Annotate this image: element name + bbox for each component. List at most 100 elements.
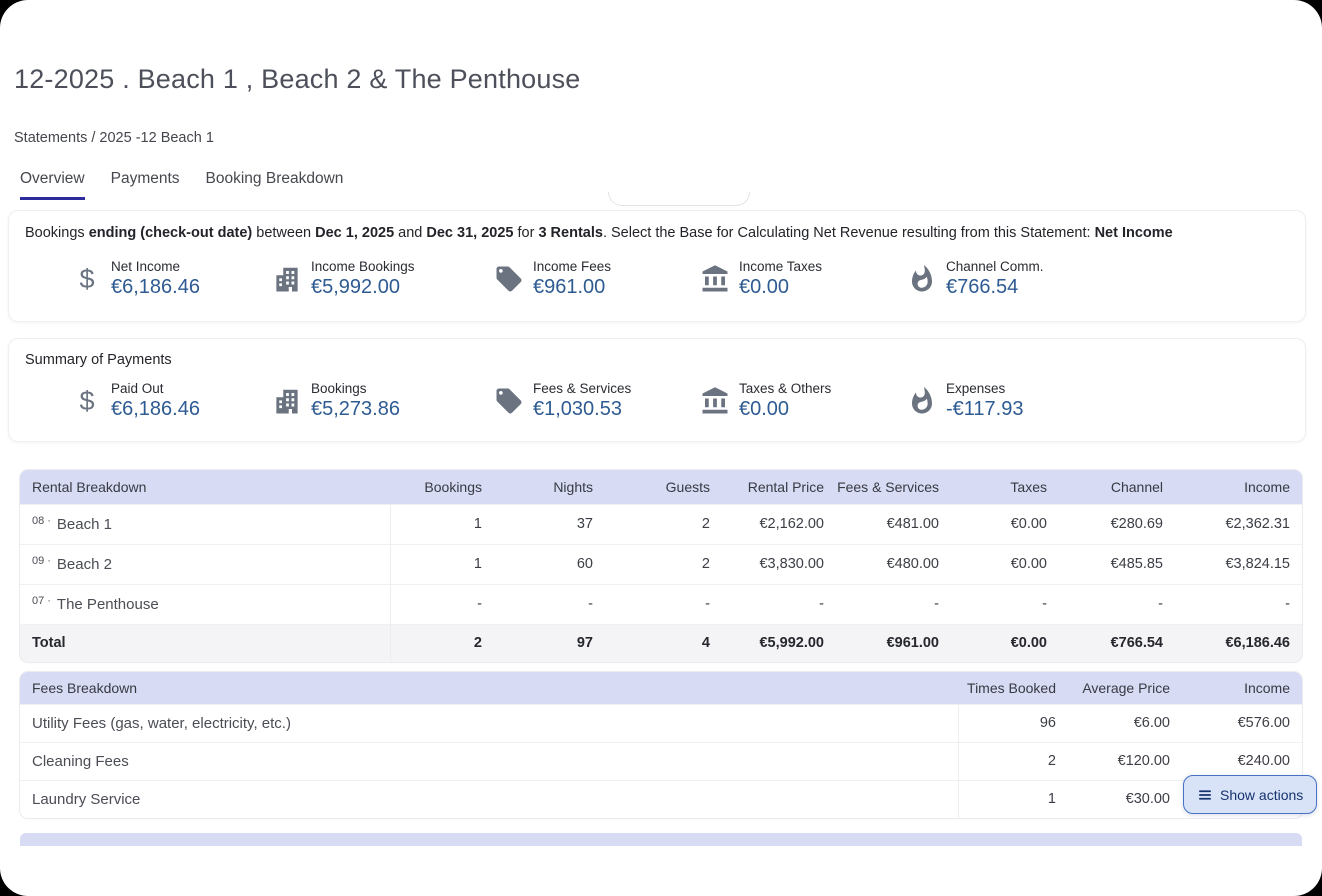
metric-net-income: $ Net Income €6,186.46	[71, 259, 271, 299]
cell: 96	[958, 703, 1068, 742]
payments-summary-metrics: $ Paid Out €6,186.46 Bookings €5,273.86 Fe…	[71, 381, 1295, 421]
payments-summary-card: Summary of Payments $ Paid Out €6,186.46 …	[8, 338, 1306, 442]
show-actions-label: Show actions	[1220, 786, 1304, 803]
rental-name-cell: 09 · Beach 2	[20, 543, 391, 584]
fee-name-cell: Cleaning Fees	[20, 741, 959, 780]
cell: -	[494, 583, 605, 624]
tab-overview[interactable]: Overview	[20, 170, 85, 200]
tab-payments[interactable]: Payments	[110, 170, 180, 187]
cell: 1	[390, 543, 494, 584]
metric-taxes-others: Taxes & Others €0.00	[699, 381, 906, 421]
table-row-beach-2[interactable]: 09 · Beach 2 1 60 2 €3,830.00 €480.00 €0.0…	[20, 543, 1302, 584]
cell: 1	[390, 503, 494, 544]
column-header-average-price: Average Price	[1068, 672, 1182, 704]
table-row-the-penthouse[interactable]: 07 · The Penthouse - - - - - - - -	[20, 583, 1302, 624]
metric-value: €5,992.00	[311, 276, 400, 298]
cell: 1	[958, 779, 1068, 818]
payments-summary-title: Summary of Payments	[25, 352, 172, 368]
metric-income-taxes: Income Taxes €0.00	[699, 259, 906, 299]
cell: €3,824.15	[1175, 543, 1302, 584]
metric-value: €766.54	[946, 276, 1019, 298]
rental-name-cell: 07 · The Penthouse	[20, 583, 391, 624]
sentence-part: Dec 31, 2025	[426, 225, 514, 241]
sentence-part: Net Income	[1094, 225, 1173, 241]
column-header-fees-breakdown: Fees Breakdown	[20, 672, 958, 704]
metric-fees-services: Fees & Services €1,030.53	[493, 381, 699, 421]
cell: 2	[958, 741, 1068, 780]
cell: -	[951, 583, 1059, 624]
cell: €480.00	[836, 543, 951, 584]
table-row-total: Total 2 97 4 €5,992.00 €961.00 €0.00 €76…	[20, 623, 1302, 662]
metric-value: €6,186.46	[111, 398, 200, 420]
breadcrumb[interactable]: Statements / 2025 -12 Beach 1	[14, 130, 214, 146]
metric-value: €0.00	[739, 276, 790, 298]
rental-table-header: Rental Breakdown Bookings Nights Guests …	[20, 470, 1302, 504]
column-header-fees-services: Fees & Services	[836, 470, 951, 504]
metric-label: Bookings	[311, 381, 367, 396]
column-header-income: Income	[1175, 470, 1302, 504]
table-row-beach-1[interactable]: 08 · Beach 1 1 37 2 €2,162.00 €481.00 €0.0…	[20, 503, 1302, 544]
column-header-channel: Channel	[1059, 470, 1175, 504]
table-row-cleaning-fees[interactable]: Cleaning Fees 2 €120.00 €240.00	[20, 741, 1302, 780]
cell: -	[605, 583, 722, 624]
column-header-guests: Guests	[605, 470, 722, 504]
metric-label: Net Income	[111, 259, 181, 274]
booking-summary-card: Bookings ending (check-out date) between…	[8, 210, 1306, 322]
metric-value: -€117.93	[946, 398, 1024, 420]
metric-expenses: Expenses -€117.93	[906, 381, 1126, 421]
column-header-income: Income	[1182, 672, 1302, 704]
cell: 97	[494, 623, 605, 662]
cell: €6,186.46	[1175, 623, 1302, 662]
table-row-laundry-service[interactable]: Laundry Service 1 €30.00	[20, 779, 1302, 818]
sentence-part: ending (check-out date)	[88, 225, 253, 241]
cell: €2,162.00	[722, 503, 836, 544]
building-icon	[271, 385, 303, 417]
sentence-part: Bookings	[25, 225, 89, 241]
cell: -	[1175, 583, 1302, 624]
sentence-part: Dec 1, 2025	[315, 225, 395, 241]
column-header-nights: Nights	[494, 470, 605, 504]
dollar-icon: $	[79, 263, 95, 294]
cell: €280.69	[1059, 503, 1175, 544]
cell: 2	[605, 543, 722, 584]
cell: €485.85	[1059, 543, 1175, 584]
metric-value: €961.00	[533, 276, 606, 298]
metric-value: €1,030.53	[533, 398, 622, 420]
cell: 37	[494, 503, 605, 544]
cell: €120.00	[1068, 741, 1182, 780]
flame-icon	[906, 263, 938, 295]
cell: €961.00	[836, 623, 951, 662]
metric-bookings: Bookings €5,273.86	[271, 381, 493, 421]
total-label: Total	[20, 623, 391, 662]
table-row-utility-fees[interactable]: Utility Fees (gas, water, electricity, e…	[20, 703, 1302, 742]
fee-name-cell: Laundry Service	[20, 779, 959, 818]
cell: €240.00	[1182, 741, 1302, 780]
flame-icon	[906, 385, 938, 417]
metric-value: €6,186.46	[111, 276, 200, 298]
metric-label: Expenses	[946, 381, 1006, 396]
metric-label: Income Bookings	[311, 259, 415, 274]
tag-icon	[493, 385, 525, 417]
column-header-rental-price: Rental Price	[722, 470, 836, 504]
cell: 2	[605, 503, 722, 544]
metric-label: Income Taxes	[739, 259, 823, 274]
cell: -	[1059, 583, 1175, 624]
cell: €0.00	[951, 503, 1059, 544]
column-header-bookings: Bookings	[390, 470, 494, 504]
metric-income-fees: Income Fees €961.00	[493, 259, 699, 299]
cell: €5,992.00	[722, 623, 836, 662]
fee-name-cell: Utility Fees (gas, water, electricity, e…	[20, 703, 959, 742]
fees-table-header: Fees Breakdown Times Booked Average Pric…	[20, 672, 1302, 704]
tab-booking-breakdown[interactable]: Booking Breakdown	[205, 170, 344, 187]
next-table-header-fragment	[20, 833, 1302, 846]
show-actions-button[interactable]: Show actions	[1183, 775, 1318, 814]
dollar-icon: $	[79, 385, 95, 416]
floating-pill-fragment	[608, 192, 750, 206]
sentence-part: . Select the Base for Calculating Net Re…	[602, 225, 1095, 241]
cell: €576.00	[1182, 703, 1302, 742]
metric-label: Channel Comm.	[946, 259, 1044, 274]
bank-icon	[699, 263, 731, 295]
cell: €2,362.31	[1175, 503, 1302, 544]
cell: 60	[494, 543, 605, 584]
metric-value: €0.00	[739, 398, 790, 420]
